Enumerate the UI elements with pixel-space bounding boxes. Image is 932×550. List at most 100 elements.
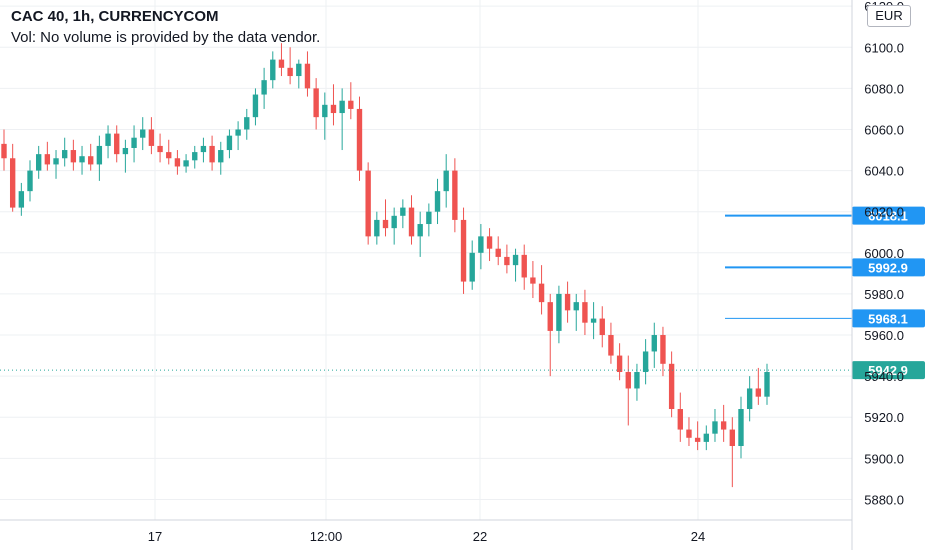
candle-body <box>44 154 51 165</box>
candle-down <box>304 51 311 97</box>
candle-up <box>218 141 224 175</box>
candle-body <box>339 100 345 114</box>
candle-up <box>573 293 579 331</box>
candle-body <box>686 429 692 438</box>
volume-note: Vol: No volume is provided by the data v… <box>11 29 321 46</box>
candle-body <box>166 152 172 159</box>
candle-body <box>573 302 579 311</box>
last-price-label: 5942.9 <box>868 363 908 378</box>
candle-up <box>590 302 597 340</box>
candle-down <box>729 417 736 488</box>
candle-body <box>660 335 666 364</box>
candle-up <box>96 135 103 181</box>
candle-up <box>252 88 259 126</box>
candle-body <box>460 219 467 282</box>
candle-body <box>703 433 709 442</box>
candle-body <box>590 318 597 323</box>
candle-up <box>556 285 562 344</box>
candle-down <box>538 265 545 315</box>
candle-down <box>755 367 762 405</box>
candle-down <box>686 417 692 447</box>
candle-up <box>183 154 189 173</box>
candle-down <box>365 162 371 245</box>
candle-up <box>27 160 33 202</box>
candle-up <box>764 363 770 405</box>
candle-up <box>634 363 640 401</box>
candle-body <box>278 59 285 68</box>
candle-up <box>261 67 267 109</box>
candle-up <box>140 117 146 151</box>
candle-up <box>417 211 423 257</box>
candle-body <box>764 372 770 397</box>
price-level-label: 5992.9 <box>868 260 908 275</box>
candle-body <box>157 145 163 153</box>
candle-body <box>218 150 224 163</box>
candle-body <box>1 143 7 159</box>
candle-up <box>18 182 25 216</box>
currency-button[interactable]: EUR <box>867 5 911 27</box>
candle-body <box>547 302 553 331</box>
candle-down <box>148 117 155 155</box>
candle-body <box>538 283 545 303</box>
y-tick-label: 6020.0 <box>864 205 904 220</box>
candle-down <box>547 293 553 377</box>
candle-down <box>174 150 181 175</box>
candle-up <box>53 150 59 179</box>
candle-up <box>79 145 85 175</box>
candle-body <box>651 335 657 352</box>
candle-up <box>322 92 328 140</box>
y-tick-label: 5900.0 <box>864 451 904 466</box>
price-level-badge <box>852 309 925 328</box>
candle-body <box>720 421 727 430</box>
candle-body <box>452 170 458 220</box>
candle-body <box>642 351 649 373</box>
candle-up <box>244 108 250 140</box>
candle-down <box>408 195 415 245</box>
candle-down <box>582 289 588 336</box>
candle-body <box>677 409 683 430</box>
candle-body <box>35 154 42 171</box>
y-tick-label: 6060.0 <box>864 122 904 137</box>
candle-body <box>27 170 33 192</box>
y-tick-label: 6000.0 <box>864 246 904 261</box>
candle-down <box>157 133 163 163</box>
price-level-badge <box>852 258 925 277</box>
candle-body <box>495 248 501 257</box>
candle-down <box>9 143 16 212</box>
candle-body <box>469 252 475 282</box>
y-tick-label: 6040.0 <box>864 164 904 179</box>
candle-body <box>746 388 753 410</box>
candle-body <box>330 104 337 114</box>
candle-up <box>426 203 432 237</box>
candle-down <box>530 261 536 299</box>
candle-body <box>738 409 744 447</box>
candle-body <box>226 135 233 151</box>
candle-body <box>625 372 631 389</box>
candle-body <box>512 254 519 266</box>
candle-down <box>382 199 389 237</box>
last-price-badge <box>852 361 925 380</box>
candle-body <box>417 224 423 237</box>
candle-body <box>70 150 77 163</box>
candle-body <box>79 156 85 163</box>
price-level-label: 6018.1 <box>868 209 908 224</box>
candle-down <box>616 343 623 381</box>
candle-body <box>174 158 181 167</box>
candle-body <box>694 437 701 442</box>
candle-body <box>400 207 406 216</box>
x-tick-label: 17 <box>148 529 162 544</box>
candle-body <box>504 256 510 266</box>
candle-down <box>460 207 467 294</box>
y-tick-label: 5960.0 <box>864 328 904 343</box>
candle-up <box>226 129 233 159</box>
candle-up <box>512 248 519 282</box>
candle-body <box>374 219 380 237</box>
candle-down <box>330 84 337 126</box>
candle-up <box>712 409 718 442</box>
candle-up <box>296 59 302 89</box>
candle-body <box>122 147 129 155</box>
y-tick-label: 5880.0 <box>864 492 904 507</box>
candle-up <box>443 154 449 208</box>
